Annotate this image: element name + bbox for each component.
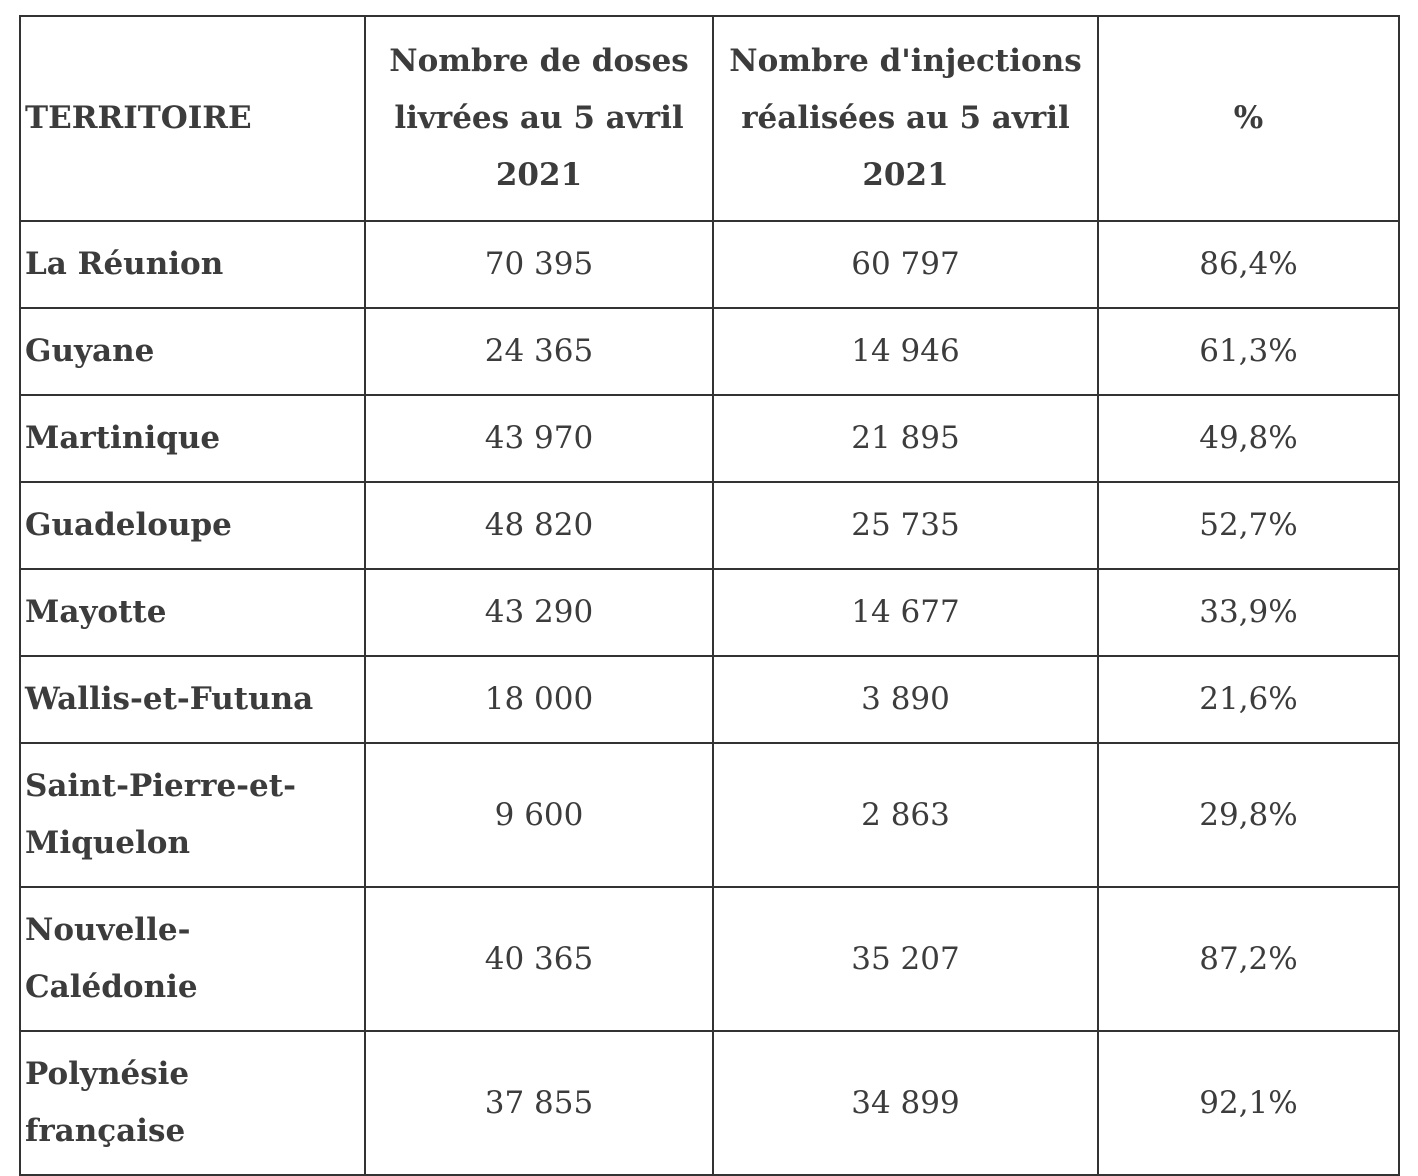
table-header: TERRITOIRE Nombre de doses livrées au 5 … — [19, 15, 1400, 222]
column-header-doses: Nombre de doses livrées au 5 avril 2021 — [364, 15, 714, 222]
doses-cell: 48 820 — [364, 481, 714, 570]
territory-cell: Guadeloupe — [19, 481, 366, 570]
percent-cell: 33,9% — [1097, 568, 1400, 657]
doses-cell: 9 600 — [364, 742, 714, 888]
doses-cell: 40 365 — [364, 886, 714, 1032]
territory-cell: Polynésie française — [19, 1030, 366, 1176]
injections-cell: 3 890 — [712, 655, 1099, 744]
injections-cell: 60 797 — [712, 220, 1099, 309]
territory-cell: Martinique — [19, 394, 366, 483]
table-row: Mayotte 43 290 14 677 33,9% — [19, 568, 1400, 657]
doses-cell: 37 855 — [364, 1030, 714, 1176]
percent-cell: 86,4% — [1097, 220, 1400, 309]
territory-cell: La Réunion — [19, 220, 366, 309]
column-header-percent: % — [1097, 15, 1400, 222]
injections-cell: 14 677 — [712, 568, 1099, 657]
injections-cell: 21 895 — [712, 394, 1099, 483]
table-row: Guyane 24 365 14 946 61,3% — [19, 307, 1400, 396]
doses-cell: 70 395 — [364, 220, 714, 309]
doses-cell: 18 000 — [364, 655, 714, 744]
percent-cell: 92,1% — [1097, 1030, 1400, 1176]
injections-cell: 14 946 — [712, 307, 1099, 396]
table-row: Martinique 43 970 21 895 49,8% — [19, 394, 1400, 483]
table-row: Saint-Pierre-et-Miquelon 9 600 2 863 29,8% — [19, 742, 1400, 888]
doses-cell: 43 290 — [364, 568, 714, 657]
vaccination-table: TERRITOIRE Nombre de doses livrées au 5 … — [19, 15, 1400, 1176]
injections-cell: 34 899 — [712, 1030, 1099, 1176]
percent-cell: 29,8% — [1097, 742, 1400, 888]
injections-cell: 2 863 — [712, 742, 1099, 888]
injections-cell: 35 207 — [712, 886, 1099, 1032]
table-row: La Réunion 70 395 60 797 86,4% — [19, 220, 1400, 309]
table-row: Polynésie française 37 855 34 899 92,1% — [19, 1030, 1400, 1176]
column-header-injections: Nombre d'injections réalisées au 5 avril… — [712, 15, 1099, 222]
percent-cell: 21,6% — [1097, 655, 1400, 744]
doses-cell: 43 970 — [364, 394, 714, 483]
column-header-territory: TERRITOIRE — [19, 15, 366, 222]
injections-cell: 25 735 — [712, 481, 1099, 570]
table-row: Guadeloupe 48 820 25 735 52,7% — [19, 481, 1400, 570]
territory-cell: Mayotte — [19, 568, 366, 657]
percent-cell: 49,8% — [1097, 394, 1400, 483]
table-row: Nouvelle-Calédonie 40 365 35 207 87,2% — [19, 886, 1400, 1032]
doses-cell: 24 365 — [364, 307, 714, 396]
percent-cell: 52,7% — [1097, 481, 1400, 570]
territory-cell: Wallis-et-Futuna — [19, 655, 366, 744]
table-body: La Réunion 70 395 60 797 86,4% Guyane 24 365 1… — [19, 220, 1400, 1176]
table-row: Wallis-et-Futuna 18 000 3 890 21,6% — [19, 655, 1400, 744]
territory-cell: Nouvelle-Calédonie — [19, 886, 366, 1032]
territory-cell: Guyane — [19, 307, 366, 396]
percent-cell: 61,3% — [1097, 307, 1400, 396]
percent-cell: 87,2% — [1097, 886, 1400, 1032]
header-row: TERRITOIRE Nombre de doses livrées au 5 … — [19, 15, 1400, 222]
territory-cell: Saint-Pierre-et-Miquelon — [19, 742, 366, 888]
